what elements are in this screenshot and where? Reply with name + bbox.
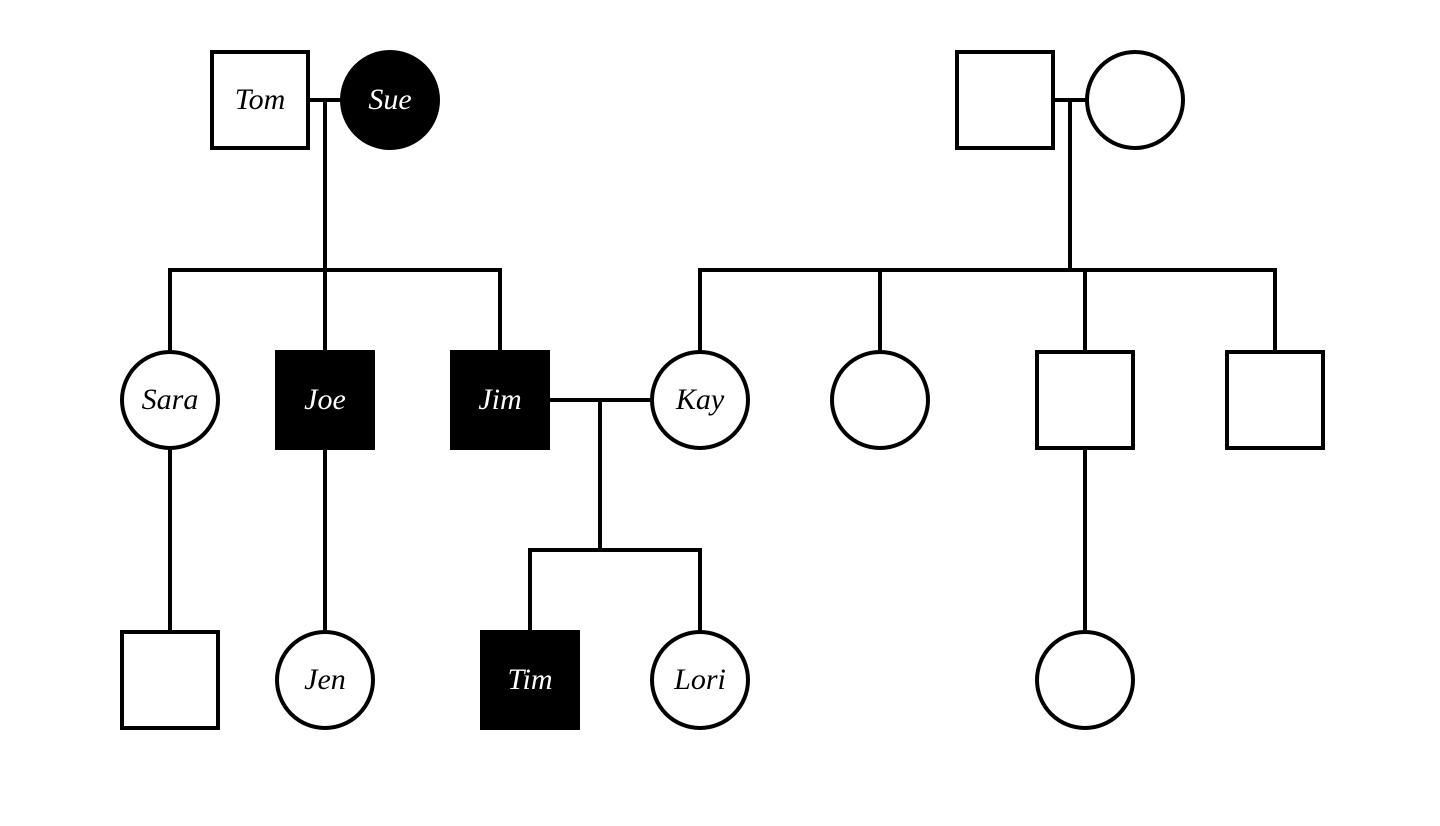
pedigree-node-gp_f bbox=[1087, 52, 1183, 148]
pedigree-node-sib3_c bbox=[1037, 632, 1133, 728]
pedigree-node-sib3 bbox=[1037, 352, 1133, 448]
pedigree-chart: Tom Sue Sara Joe Jim Kay Jen Tim Lori bbox=[0, 0, 1440, 826]
pedigree-node-jen: Jen bbox=[277, 632, 373, 728]
pedigree-node-tom: Tom bbox=[212, 52, 308, 148]
pedigree-node-sara_c bbox=[122, 632, 218, 728]
node-label: Joe bbox=[304, 383, 346, 416]
pedigree-node-sib2 bbox=[832, 352, 928, 448]
node-label: Tim bbox=[507, 663, 552, 696]
node-label: Tom bbox=[235, 83, 286, 116]
pedigree-node-gp_m bbox=[957, 52, 1053, 148]
node-label: Jim bbox=[478, 383, 521, 416]
nodes: Tom Sue Sara Joe Jim Kay Jen Tim Lori bbox=[122, 52, 1323, 728]
node-label: Sara bbox=[142, 383, 199, 416]
node-label: Kay bbox=[675, 383, 725, 416]
pedigree-node-jim: Jim bbox=[452, 352, 548, 448]
node-label: Sue bbox=[368, 83, 411, 116]
node-label: Jen bbox=[304, 663, 346, 696]
pedigree-node-joe: Joe bbox=[277, 352, 373, 448]
pedigree-node-tim: Tim bbox=[482, 632, 578, 728]
node-label: Lori bbox=[673, 663, 726, 696]
pedigree-node-lori: Lori bbox=[652, 632, 748, 728]
pedigree-node-sue: Sue bbox=[342, 52, 438, 148]
pedigree-node-sib4 bbox=[1227, 352, 1323, 448]
pedigree-node-kay: Kay bbox=[652, 352, 748, 448]
pedigree-node-sara: Sara bbox=[122, 352, 218, 448]
